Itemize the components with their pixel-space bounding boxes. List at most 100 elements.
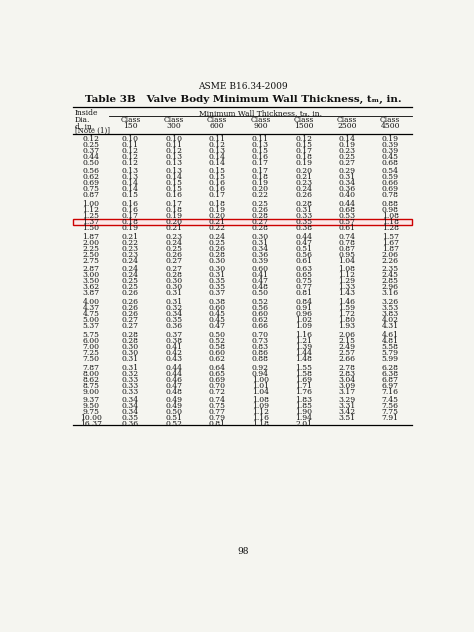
Text: 0.22: 0.22 <box>252 191 269 199</box>
Text: 0.41: 0.41 <box>252 271 269 279</box>
Text: 0.45: 0.45 <box>209 316 226 324</box>
Text: 9.75: 9.75 <box>82 408 100 416</box>
Text: 0.17: 0.17 <box>252 167 269 175</box>
Text: 0.35: 0.35 <box>209 277 226 286</box>
Text: 0.35: 0.35 <box>209 283 226 291</box>
Text: 0.37: 0.37 <box>82 147 100 155</box>
Text: 6.28: 6.28 <box>382 363 399 372</box>
Text: 0.13: 0.13 <box>122 167 139 175</box>
Text: 0.40: 0.40 <box>338 191 356 199</box>
Text: 0.19: 0.19 <box>209 206 226 214</box>
Text: 1.93: 1.93 <box>338 322 356 330</box>
Text: 8.62: 8.62 <box>82 375 100 384</box>
Text: 0.70: 0.70 <box>252 331 269 339</box>
Text: 0.95: 0.95 <box>338 251 356 258</box>
Text: 1.87: 1.87 <box>82 233 100 241</box>
Text: 0.44: 0.44 <box>338 200 356 208</box>
Text: 0.24: 0.24 <box>295 185 312 193</box>
Text: 3.00: 3.00 <box>82 271 100 279</box>
Text: 0.42: 0.42 <box>165 349 182 357</box>
Text: 0.60: 0.60 <box>209 349 226 357</box>
Text: 0.11: 0.11 <box>122 140 139 149</box>
Text: 0.30: 0.30 <box>252 233 269 241</box>
Text: 2.00: 2.00 <box>82 239 100 246</box>
Text: 1.80: 1.80 <box>338 316 356 324</box>
Text: 3.09: 3.09 <box>338 382 356 389</box>
Text: 0.11: 0.11 <box>209 135 226 143</box>
Text: 0.65: 0.65 <box>209 370 226 377</box>
Text: 0.14: 0.14 <box>209 159 226 167</box>
Text: 9.37: 9.37 <box>82 396 100 404</box>
Text: Class: Class <box>164 116 184 124</box>
Text: 0.19: 0.19 <box>338 140 356 149</box>
Text: 0.13: 0.13 <box>252 140 269 149</box>
Text: 0.26: 0.26 <box>122 304 139 312</box>
Text: 0.87: 0.87 <box>82 191 100 199</box>
Text: 0.54: 0.54 <box>382 167 399 175</box>
Text: 1.08: 1.08 <box>382 212 399 220</box>
Text: 0.26: 0.26 <box>252 206 269 214</box>
Text: 1.18: 1.18 <box>252 420 269 428</box>
Text: 5.99: 5.99 <box>382 355 399 363</box>
Text: 0.28: 0.28 <box>295 200 312 208</box>
Text: 3.51: 3.51 <box>338 415 356 422</box>
Text: 0.33: 0.33 <box>295 212 312 220</box>
Text: 0.12: 0.12 <box>209 140 226 149</box>
Text: 0.28: 0.28 <box>209 251 226 258</box>
Text: 0.27: 0.27 <box>122 322 139 330</box>
Text: 0.61: 0.61 <box>338 224 356 232</box>
Text: 1.58: 1.58 <box>295 370 312 377</box>
Text: 0.30: 0.30 <box>165 283 182 291</box>
Text: 4.31: 4.31 <box>382 322 399 330</box>
Text: 0.51: 0.51 <box>295 245 312 253</box>
Text: 0.61: 0.61 <box>295 257 312 265</box>
Text: 7.50: 7.50 <box>82 355 100 363</box>
Text: 0.65: 0.65 <box>295 271 312 279</box>
Text: 6.38: 6.38 <box>382 370 399 377</box>
Text: 0.30: 0.30 <box>209 265 226 274</box>
Text: 0.34: 0.34 <box>165 310 182 318</box>
Text: Class: Class <box>250 116 271 124</box>
Text: Inside: Inside <box>75 109 98 117</box>
Text: 16.37: 16.37 <box>80 420 102 428</box>
Text: 0.12: 0.12 <box>295 135 312 143</box>
Text: 0.21: 0.21 <box>165 224 182 232</box>
Text: 8.75: 8.75 <box>82 382 100 389</box>
Text: 0.24: 0.24 <box>209 233 226 241</box>
Text: 7.25: 7.25 <box>82 349 100 357</box>
Text: 0.28: 0.28 <box>252 224 269 232</box>
Text: 0.19: 0.19 <box>295 159 312 167</box>
Text: 0.96: 0.96 <box>295 310 312 318</box>
Text: 0.31: 0.31 <box>165 289 182 298</box>
Text: 1.72: 1.72 <box>338 310 356 318</box>
Text: 1.00: 1.00 <box>82 200 100 208</box>
Text: 0.43: 0.43 <box>165 355 182 363</box>
Text: 0.13: 0.13 <box>165 167 182 175</box>
Text: 5.75: 5.75 <box>82 331 100 339</box>
Text: 98: 98 <box>237 547 249 556</box>
Text: 0.94: 0.94 <box>252 370 269 377</box>
Text: 7.91: 7.91 <box>382 415 399 422</box>
Text: 3.16: 3.16 <box>382 289 399 298</box>
Text: 1.04: 1.04 <box>338 257 356 265</box>
Text: 0.62: 0.62 <box>252 316 269 324</box>
Text: 0.77: 0.77 <box>209 408 226 416</box>
Text: 0.16: 0.16 <box>252 152 269 161</box>
Text: 0.33: 0.33 <box>122 375 139 384</box>
Text: 0.31: 0.31 <box>165 298 182 306</box>
Text: 1.69: 1.69 <box>295 375 312 384</box>
Text: 4.61: 4.61 <box>382 331 399 339</box>
Text: 0.63: 0.63 <box>295 265 312 274</box>
Text: 1.90: 1.90 <box>295 408 312 416</box>
Text: 0.72: 0.72 <box>209 387 226 396</box>
Text: 0.21: 0.21 <box>122 233 139 241</box>
Text: 0.69: 0.69 <box>209 375 226 384</box>
Text: 0.32: 0.32 <box>165 304 182 312</box>
Text: 0.75: 0.75 <box>82 185 100 193</box>
Text: 7.45: 7.45 <box>382 396 399 404</box>
Text: 0.48: 0.48 <box>252 283 269 291</box>
Text: 0.35: 0.35 <box>165 316 182 324</box>
Text: Class: Class <box>337 116 357 124</box>
Text: 0.14: 0.14 <box>122 179 139 187</box>
Text: 0.17: 0.17 <box>122 212 139 220</box>
